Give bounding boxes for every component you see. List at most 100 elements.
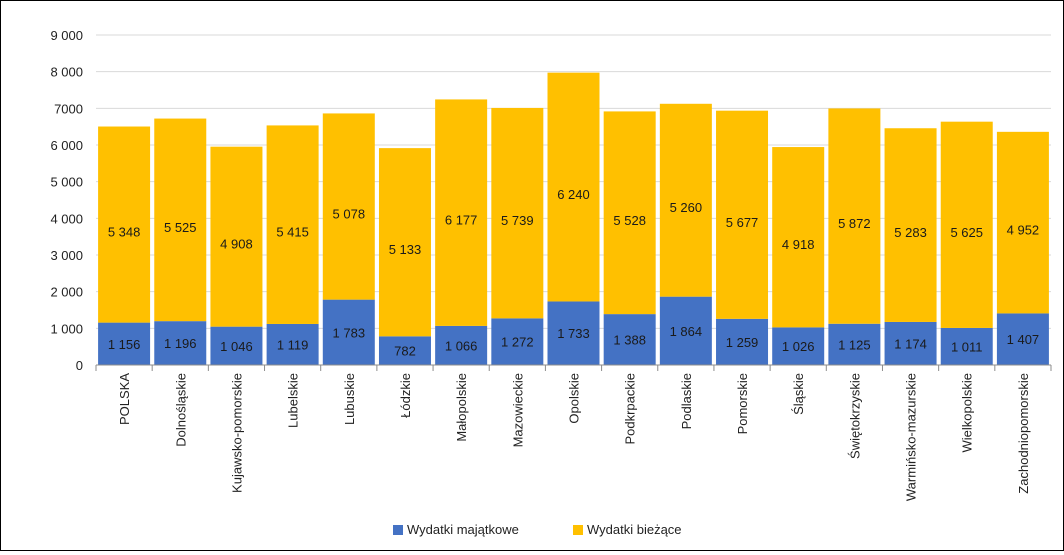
- bar-wydatki-majatkowe-podkrpackie: [603, 314, 656, 365]
- data-label-wydatki-majatkowe: 782: [394, 344, 416, 359]
- y-axis-ticks: 0 1 000 2 000 3 000 4 000 5 000 6 000 7000 8 000…: [50, 28, 83, 373]
- data-label-wydatki-majatkowe: 1 119: [277, 337, 309, 352]
- x-tick-label-kujawsko-pomorskie: Kujawsko-pomorskie: [229, 373, 244, 493]
- legend-label-wydatki-biezace: Wydatki bieżące: [587, 522, 682, 537]
- x-tick-label-opolskie: Opolskie: [567, 373, 582, 424]
- x-tick-label-pomorskie: Pomorskie: [735, 373, 750, 434]
- data-label-wydatki-majatkowe: 1 783: [333, 325, 366, 340]
- x-tick-label-wielkopolskie: Wielkopolskie: [960, 373, 975, 452]
- data-label-wydatki-biezace: 6 240: [557, 187, 590, 202]
- data-label-wydatki-biezace: 4 908: [220, 237, 253, 252]
- legend: Wydatki majątkowe Wydatki bieżące: [393, 522, 682, 537]
- bar-wydatki-biezace-zachodniopomorskie: [996, 131, 1049, 314]
- data-label-wydatki-majatkowe: 1 259: [726, 335, 759, 350]
- x-tick-label-lodzkie: Łódzkie: [398, 373, 413, 418]
- data-label-wydatki-majatkowe: 1 388: [613, 333, 646, 348]
- bar-wydatki-biezace-pomorskie: [716, 110, 769, 319]
- data-label-wydatki-majatkowe: 1 046: [220, 339, 253, 354]
- x-tick-label-swietokrzyskie: Świętokrzyskie: [847, 373, 862, 459]
- data-label-wydatki-majatkowe: 1 407: [1007, 332, 1040, 347]
- x-tick-label-mazowieckie: Mazowieckie: [510, 373, 525, 447]
- legend-swatch-wydatki-majatkowe: [393, 525, 403, 535]
- bar-wydatki-biezace-podlaskie: [659, 103, 712, 297]
- bar-wydatki-majatkowe-kujawsko-pomorskie: [210, 326, 263, 365]
- bar-wydatki-majatkowe-podlaskie: [659, 296, 712, 365]
- data-label-wydatki-majatkowe: 1 196: [164, 336, 197, 351]
- data-label-wydatki-majatkowe: 1 011: [951, 339, 983, 354]
- data-label-wydatki-biezace: 5 283: [894, 225, 927, 240]
- data-label-wydatki-biezace: 5 348: [108, 225, 141, 240]
- y-tick-label: 6 000: [50, 138, 83, 153]
- bar-wydatki-biezace-warminsko-mazurskie: [884, 128, 937, 322]
- y-tick-label: 2 000: [50, 285, 83, 300]
- legend-swatch-wydatki-biezace: [573, 525, 583, 535]
- data-label-wydatki-biezace: 5 528: [613, 213, 646, 228]
- bar-wydatki-majatkowe-malopolskie: [435, 325, 488, 365]
- data-label-wydatki-biezace: 5 872: [838, 216, 871, 231]
- bar-wydatki-majatkowe-lubelskie: [266, 323, 319, 365]
- data-label-wydatki-biezace: 5 525: [164, 220, 197, 235]
- bar-wydatki-biezace-dolnoslaskie: [154, 118, 207, 322]
- data-label-wydatki-biezace: 5 415: [276, 225, 309, 240]
- data-label-wydatki-biezace: 5 260: [670, 200, 703, 215]
- data-label-wydatki-biezace: 5 625: [950, 225, 983, 240]
- data-label-wydatki-majatkowe: 1 864: [670, 324, 703, 339]
- x-tick-label-podlaskie: Podlaskie: [679, 373, 694, 429]
- legend-label-wydatki-majatkowe: Wydatki majątkowe: [407, 522, 519, 537]
- bar-wydatki-majatkowe-wielkopolskie: [940, 327, 993, 365]
- x-tick-label-podkrpackie: Podkrpackie: [623, 373, 638, 445]
- data-label-wydatki-biezace: 4 918: [782, 237, 815, 252]
- x-tick-label-warminsko-mazurskie: Warmińsko-mazurskie: [904, 373, 919, 501]
- x-tick-label-polska: POLSKA: [117, 373, 132, 425]
- x-tick-label-zachodniopomorskie: Zachodniopomorskie: [1016, 373, 1031, 494]
- bar-wydatki-biezace-lubelskie: [266, 125, 319, 324]
- bar-wydatki-biezace-mazowieckie: [491, 107, 544, 319]
- data-label-wydatki-majatkowe: 1 125: [838, 337, 871, 352]
- data-label-wydatki-biezace: 5 078: [333, 207, 366, 222]
- y-tick-label: 0: [76, 358, 83, 373]
- bar-wydatki-biezace-lodzkie: [378, 148, 431, 337]
- data-label-wydatki-majatkowe: 1 066: [445, 338, 478, 353]
- bar-wydatki-biezace-opolskie: [547, 72, 600, 302]
- y-tick-label: 9 000: [50, 28, 83, 43]
- y-tick-label: 5 000: [50, 175, 83, 190]
- x-axis-ticks: POLSKA Dolnośląskie Kujawsko-pomorskie Lube…: [117, 373, 1031, 501]
- bars: [98, 72, 1049, 365]
- bar-wydatki-majatkowe-slaskie: [772, 327, 825, 365]
- data-label-wydatki-biezace: 5 739: [501, 213, 534, 228]
- y-tick-label: 8 000: [50, 65, 83, 80]
- bar-wydatki-biezace-lubuskie: [322, 113, 375, 300]
- x-axis: [95, 364, 1052, 371]
- bar-wydatki-majatkowe-polska: [98, 322, 151, 365]
- bar-wydatki-majatkowe-lubuskie: [322, 299, 375, 365]
- data-label-wydatki-majatkowe: 1 733: [557, 326, 590, 341]
- bar-wydatki-majatkowe-swietokrzyskie: [828, 323, 881, 365]
- y-tick-label: 3 000: [50, 248, 83, 263]
- bar-wydatki-biezace-kujawsko-pomorskie: [210, 146, 263, 327]
- x-tick-label-dolnoslaskie: Dolnośląskie: [173, 373, 188, 447]
- bar-wydatki-biezace-polska: [98, 126, 151, 323]
- bar-wydatki-majatkowe-lodzkie: [378, 336, 431, 365]
- bar-wydatki-majatkowe-warminsko-mazurskie: [884, 321, 937, 365]
- bar-wydatki-biezace-malopolskie: [435, 99, 488, 326]
- y-tick-label: 1 000: [50, 321, 83, 336]
- bar-wydatki-biezace-podkrpackie: [603, 111, 656, 315]
- data-label-wydatki-majatkowe: 1 174: [894, 336, 927, 351]
- data-label-wydatki-majatkowe: 1 156: [108, 337, 141, 352]
- data-label-wydatki-biezace: 4 952: [1007, 223, 1040, 238]
- bar-wydatki-biezace-slaskie: [772, 147, 825, 328]
- x-tick-label-malopolskie: Małopolskie: [454, 373, 469, 442]
- y-tick-label: 4 000: [50, 211, 83, 226]
- bar-wydatki-majatkowe-mazowieckie: [491, 318, 544, 365]
- y-tick-label: 7000: [54, 101, 83, 116]
- x-tick-label-slaskie: Śląskie: [791, 373, 806, 415]
- bar-wydatki-biezace-wielkopolskie: [940, 121, 993, 328]
- bar-wydatki-majatkowe-opolskie: [547, 301, 600, 365]
- data-labels: 1 156 5 348 1 196 5 525 1 046 4 908 1 119 5 415…: [108, 187, 1039, 359]
- data-label-wydatki-biezace: 5 133: [389, 242, 422, 257]
- data-label-wydatki-biezace: 6 177: [445, 213, 478, 228]
- x-tick-label-lubuskie: Lubuskie: [342, 373, 357, 425]
- data-label-wydatki-majatkowe: 1 026: [782, 339, 815, 354]
